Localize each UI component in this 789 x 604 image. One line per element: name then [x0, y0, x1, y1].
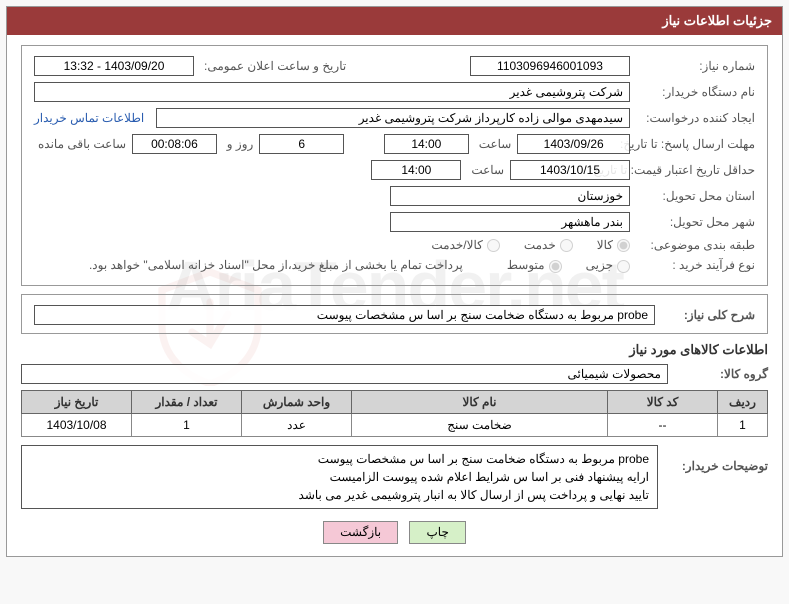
col-date: تاریخ نیاز	[22, 390, 132, 413]
time-label-1: ساعت	[479, 137, 512, 151]
col-name: نام کالا	[352, 390, 608, 413]
buyer-desc: probe مربوط به دستگاه ضخامت سنج بر اسا س…	[21, 445, 658, 509]
col-code: کد کالا	[608, 390, 718, 413]
radio-medium[interactable]: متوسط	[507, 258, 562, 272]
overview-text: probe مربوط به دستگاه ضخامت سنج بر اسا س…	[34, 305, 655, 325]
days-remaining: 6	[259, 134, 344, 154]
buyer-desc-line1: probe مربوط به دستگاه ضخامت سنج بر اسا س…	[30, 450, 649, 468]
buyer-org-label: نام دستگاه خریدار:	[640, 85, 755, 99]
radio-both[interactable]: کالا/خدمت	[431, 238, 499, 252]
table-row: 1 -- ضخامت سنج عدد 1 1403/10/08	[22, 413, 768, 436]
requester: سیدمهدی موالی زاده کارپرداز شرکت پتروشیم…	[156, 108, 630, 128]
details-box: شماره نیاز: 1103096946001093 تاریخ و ساع…	[21, 45, 768, 286]
back-button[interactable]: بازگشت	[323, 521, 398, 544]
group-label: گروه کالا:	[678, 367, 768, 381]
city-label: شهر محل تحویل:	[640, 215, 755, 229]
cell-code: --	[608, 413, 718, 436]
cell-unit: عدد	[242, 413, 352, 436]
print-button[interactable]: چاپ	[409, 521, 465, 544]
announce-label: تاریخ و ساعت اعلان عمومی:	[204, 59, 346, 73]
process-label: نوع فرآیند خرید :	[640, 258, 755, 272]
validity-date: 1403/10/15	[510, 160, 630, 180]
col-unit: واحد شمارش	[242, 390, 352, 413]
radio-goods[interactable]: کالا	[597, 238, 630, 252]
radio-goods-label: کالا	[597, 238, 613, 252]
buyer-desc-line3: تایید نهایی و پرداخت پس از ارسال کالا به…	[30, 486, 649, 504]
buyer-org: شرکت پتروشیمی غدیر	[34, 82, 630, 102]
radio-minor[interactable]: جزیی	[586, 258, 630, 272]
process-note: پرداخت تمام یا بخشی از مبلغ خرید،از محل …	[89, 258, 463, 272]
deadline-date: 1403/09/26	[517, 134, 630, 154]
announce-date: 1403/09/20 - 13:32	[34, 56, 194, 76]
cell-name: ضخامت سنج	[352, 413, 608, 436]
validity-time: 14:00	[371, 160, 461, 180]
goods-section-title: اطلاعات کالاهای مورد نیاز	[21, 342, 768, 358]
overview-box: شرح کلی نیاز: probe مربوط به دستگاه ضخام…	[21, 294, 768, 334]
deadline-time: 14:00	[384, 134, 469, 154]
need-number: 1103096946001093	[470, 56, 630, 76]
radio-medium-label: متوسط	[507, 258, 545, 272]
overview-label: شرح کلی نیاز:	[665, 308, 755, 322]
contact-link[interactable]: اطلاعات تماس خریدار	[34, 111, 144, 125]
radio-service[interactable]: خدمت	[524, 238, 573, 252]
col-qty: تعداد / مقدار	[132, 390, 242, 413]
cell-n: 1	[718, 413, 768, 436]
province-label: استان محل تحویل:	[640, 189, 755, 203]
remain-label: ساعت باقی مانده	[38, 137, 126, 151]
cell-qty: 1	[132, 413, 242, 436]
time-label-2: ساعت	[471, 163, 504, 177]
radio-both-label: کالا/خدمت	[431, 238, 482, 252]
countdown: 00:08:06	[132, 134, 217, 154]
days-label: روز و	[227, 137, 254, 151]
col-row: ردیف	[718, 390, 768, 413]
group-value: محصولات شیمیائی	[21, 364, 668, 384]
panel-title: جزئیات اطلاعات نیاز	[7, 7, 782, 35]
category-label: طبقه بندی موضوعی:	[640, 238, 755, 252]
requester-label: ایجاد کننده درخواست:	[640, 111, 755, 125]
deadline-label: مهلت ارسال پاسخ: تا تاریخ:	[640, 137, 755, 151]
need-number-label: شماره نیاز:	[640, 59, 755, 73]
radio-minor-label: جزیی	[586, 258, 613, 272]
province: خوزستان	[390, 186, 630, 206]
radio-service-label: خدمت	[524, 238, 556, 252]
buyer-desc-label: توضیحات خریدار:	[668, 445, 768, 473]
validity-label: حداقل تاریخ اعتبار قیمت: تا تاریخ:	[640, 163, 755, 177]
buyer-desc-line2: ارایه پیشنهاد فنی بر اسا س شرایط اعلام ش…	[30, 468, 649, 486]
main-panel: جزئیات اطلاعات نیاز شماره نیاز: 11030969…	[6, 6, 783, 557]
goods-table: ردیف کد کالا نام کالا واحد شمارش تعداد /…	[21, 390, 768, 437]
city: بندر ماهشهر	[390, 212, 630, 232]
cell-date: 1403/10/08	[22, 413, 132, 436]
